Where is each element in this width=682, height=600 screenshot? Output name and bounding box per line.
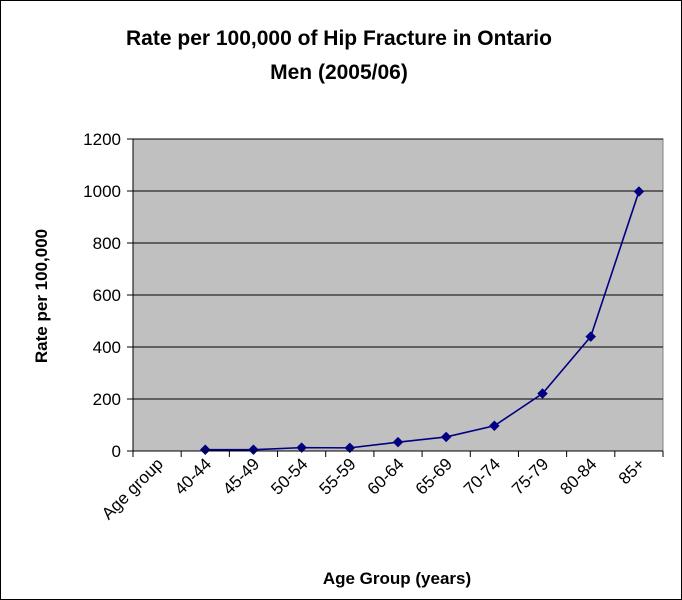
y-axis-label: Rate per 100,000 [32,229,51,363]
series-group [199,186,645,456]
x-tick-label: 65-69 [412,454,456,498]
x-tick-label: 60-64 [364,454,408,498]
data-point-marker [248,444,259,456]
x-tick-label: 50-54 [267,454,311,498]
x-tick-label: 80-84 [556,454,600,498]
y-tick-label: 800 [93,234,121,253]
y-tick-label: 400 [93,338,121,357]
data-point-marker [585,331,597,342]
x-axis-ticks: Age group 40-44 45-49 50-54 55-59 60-64 65-69 7… [98,451,664,523]
data-point-marker [489,420,500,432]
data-point-marker [633,186,645,197]
y-axis-ticks: 0 200 400 600 800 1000 1200 [83,130,133,461]
y-tick-label: 0 [112,442,121,461]
x-axis-label: Age Group (years) [323,569,471,588]
x-tick-label: 70-74 [460,454,504,498]
x-tick-label: 45-49 [219,454,263,498]
x-tick-label: 85+ [615,454,649,488]
y-tick-label: 1000 [83,182,121,201]
gridlines [133,138,663,400]
data-point-marker [392,436,404,448]
x-tick-label: 40-44 [171,454,215,498]
y-tick-label: 1200 [83,130,121,149]
data-point-marker [344,442,356,454]
data-point-marker [440,431,452,443]
x-tick-label: 55-59 [315,454,359,498]
y-tick-label: 200 [93,390,121,409]
chart-title-line-2: Men (2005/06) [270,61,408,84]
data-point-marker [537,388,548,399]
x-tick-label: Age group [98,454,167,523]
chart-title-line-1: Rate per 100,000 of Hip Fracture in Onta… [126,27,552,50]
data-point-marker [199,444,211,456]
series-line [205,191,640,451]
x-tick-label: 75-79 [508,454,552,498]
y-tick-label: 600 [93,286,121,305]
data-point-marker [296,442,307,453]
